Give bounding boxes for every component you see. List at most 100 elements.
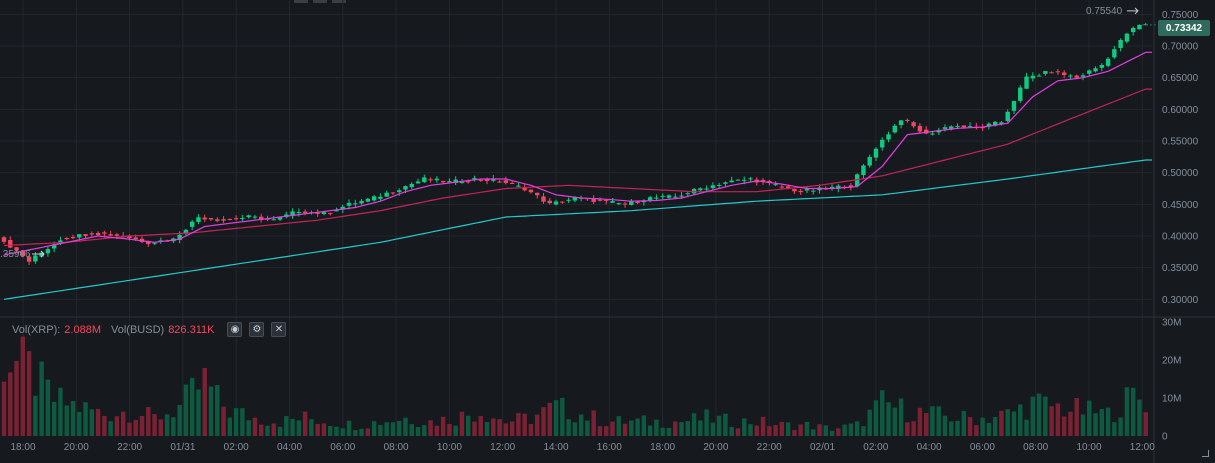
volume-bar [804,421,810,436]
candle-body [867,156,872,166]
volume-bar [51,401,57,436]
candle-body [660,195,665,197]
volume-bar [748,424,753,436]
candle-body [102,232,107,234]
volume-bar [585,420,590,436]
candle-body [1105,58,1111,66]
candle-body [246,215,251,218]
volume-bar [484,422,490,436]
volume-bar [83,402,88,436]
candle-body [641,201,647,203]
time-tick-label: 04:00 [917,442,942,453]
candle-body [629,201,634,205]
candle-body [509,182,515,184]
candle-body [522,187,527,191]
low-arrow-icon [32,250,45,258]
candle-body [1112,49,1117,58]
candle-body [146,240,151,245]
low-price-label: .35966 [0,249,31,260]
volume-bar [798,424,803,436]
candle-body [1087,70,1092,74]
candle-body [83,234,88,236]
candle-body [905,119,910,121]
volume-bar [120,411,126,436]
volume-bar [497,419,502,436]
volume-bar [547,402,552,436]
volume-bar [1068,411,1073,436]
volume-bar [660,427,665,436]
candle-body [666,195,672,198]
volume-bar [792,430,797,436]
candle-body [804,189,810,191]
candle-body [89,233,95,235]
volume-bar [854,421,860,436]
volume-bar [359,428,364,436]
volume-bar [898,398,904,436]
volume-bar [528,424,534,436]
candle-body [591,198,596,202]
candle-body [553,201,559,205]
volume-bar [986,422,992,436]
candle-body [14,247,19,251]
candle-body [647,197,653,201]
volume-bar [503,423,509,436]
time-tick-label: 02:00 [863,442,888,453]
volume-bar [999,410,1004,436]
volume-bar [277,426,283,436]
volume-bar [622,423,628,436]
candle-body [8,239,13,248]
volume-bar [202,367,207,436]
volume-bar [610,421,615,436]
vol-busd-label: Vol(BUSD) [111,323,165,336]
eye-icon[interactable]: ◉ [227,322,243,337]
candle-body [716,184,722,186]
volume-bar [629,420,634,436]
candle-body [1018,87,1023,101]
candle-body [152,242,157,244]
resize-corner-icon[interactable] [1202,450,1209,457]
candle-body [447,181,452,183]
candle-body [829,186,835,188]
volume-bar [604,426,609,436]
candle-body [459,182,465,184]
volume-bar [729,426,734,436]
close-icon[interactable]: ✕ [271,322,287,337]
candle-body [434,178,440,181]
time-tick-label: 12:00 [490,442,515,453]
candle-body [604,200,609,202]
candle-body [710,185,716,189]
candle-body [541,196,546,202]
volume-bar [440,416,446,436]
candle-body [622,203,628,205]
volume-bar [1043,396,1048,436]
candle-body [127,235,132,239]
candle-body [1030,75,1036,79]
volume-bar [949,421,954,436]
candle-body [967,126,973,128]
volume-bar [221,406,226,436]
time-tick-label: 14:00 [543,442,568,453]
volume-legend: Vol(XRP): 2.088M Vol(BUSD) 826.311K ◉ ⚙ … [12,322,287,337]
volume-bar [14,360,19,436]
candle-body [497,181,502,183]
candle-body [133,237,138,240]
volume-bar [1093,413,1098,436]
volume-bar [259,424,264,436]
candle-body [792,188,797,192]
candle-body [409,183,414,188]
volume-bar [836,428,841,436]
volume-bar [196,389,201,436]
volume-bar [1030,396,1036,436]
candle-body [108,234,113,236]
candle-body [597,199,603,201]
candle-body [760,179,766,182]
candle-body [1074,75,1079,78]
time-tick-label: 04:00 [277,442,302,453]
volume-bar [773,424,778,436]
volume-bar [45,379,51,436]
volume-bar [735,428,741,436]
settings-icon[interactable]: ⚙ [249,322,265,337]
candle-body [397,190,402,193]
candle-body [1130,27,1136,33]
